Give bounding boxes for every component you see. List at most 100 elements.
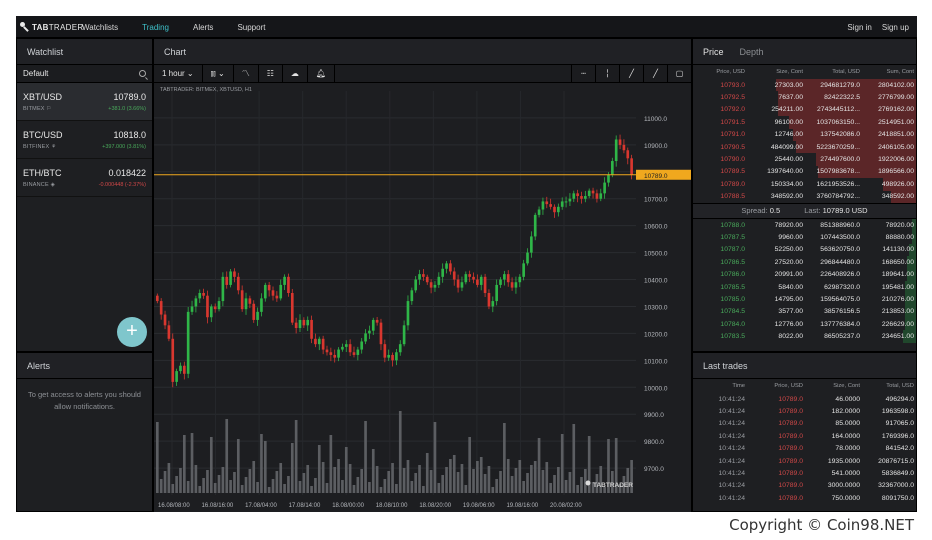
bid-row[interactable]: 10785.0 14795.00 159564075.0 210276.00 (693, 293, 916, 306)
volume-bar (429, 470, 433, 493)
cell-size: 182.0000 (831, 408, 860, 416)
add-alert-button[interactable]: 🔔︎ (308, 64, 336, 83)
bid-row[interactable]: 10786.0 20991.00 226408926.0 189641.00 (693, 268, 916, 281)
volume-bar (333, 467, 337, 493)
ask-row[interactable]: 10790.5 484099.00 5223670259... 2406105.00 (693, 140, 916, 154)
volume-bar (348, 464, 352, 493)
bid-row[interactable]: 10784.5 3577.00 38576156.5 213853.00 (693, 305, 916, 319)
cell-price: 10787.5 (720, 233, 745, 241)
add-ticker-button[interactable]: + (117, 317, 147, 347)
candle-body (167, 325, 171, 339)
bid-row[interactable]: 10786.5 27520.00 296844480.0 168650.00 (693, 256, 916, 269)
bid-row[interactable]: 10784.0 12776.00 137776384.0 226629.00 (693, 318, 916, 331)
candle-body (248, 298, 252, 304)
watchlist-item-xbtusd[interactable]: XBT/USD BITMEX ⚐ 10789.0 +381.0 (3.66%) (17, 83, 152, 121)
tab-price[interactable]: Price (703, 46, 724, 57)
indicators-button[interactable]: 〽 (234, 64, 259, 83)
search-icon[interactable] (139, 70, 146, 77)
bid-row[interactable]: 10788.0 78920.00 851388960.0 78920.00 (693, 218, 916, 232)
volume-bar (591, 482, 595, 493)
candle-body (233, 271, 236, 277)
nav-alerts[interactable]: Alerts (192, 22, 214, 32)
sign-up-link[interactable]: Sign up (881, 22, 909, 32)
volume-bar (225, 419, 229, 493)
chart-type-button[interactable]: ⫾⫾ ⌄ (203, 64, 234, 83)
bid-row[interactable]: 10783.5 8022.00 86505237.0 234651.00 (693, 330, 916, 343)
chart-canvas[interactable]: 11000.010900.010800.010700.010600.010500… (154, 83, 691, 512)
candle-body (599, 193, 603, 199)
cell-time: 10:41:24 (718, 482, 745, 490)
vertical-line-tool[interactable]: ╎ (595, 65, 619, 83)
time-tick-label: 18.08/10:00 (376, 503, 408, 509)
alerts-message: To get access to alerts you should allow… (28, 390, 141, 411)
sign-in-link[interactable]: Sign in (847, 22, 872, 32)
ask-row[interactable]: 10792.5 7637.00 82422322.5 2776799.00 (693, 91, 916, 104)
watchlist-item-ethbtc[interactable]: ETH/BTC BINANCE ◈ 0.018422 -0.000448 (-2… (17, 159, 152, 197)
volume-bar (491, 487, 495, 493)
bid-row[interactable]: 10785.5 5840.00 62987320.0 195481.00 (693, 280, 916, 294)
volume-bar (618, 484, 622, 493)
candle-body (310, 319, 313, 339)
volume-bar (244, 477, 248, 493)
volume-bar (437, 483, 441, 493)
ray-icon: ╱ (653, 69, 658, 78)
volume-bar (329, 435, 333, 493)
main-nav: Watchlists Trading Alerts Support (82, 16, 289, 38)
cell-size: 20991.00 (774, 271, 803, 279)
volume-bar (414, 473, 418, 493)
settings-button[interactable]: ☷ (259, 64, 283, 83)
time-tick-label: 19.08/06:00 (463, 503, 495, 509)
candle-body (587, 190, 591, 197)
volume-bar (460, 464, 464, 493)
candle-body (611, 161, 614, 175)
volume-bar (587, 436, 591, 493)
trade-row: 10:41:24 10789.0 85.0000 917065.0 (693, 418, 916, 430)
price-chart[interactable]: 11000.010900.010800.010700.010600.010500… (154, 83, 691, 512)
volume-bar (499, 471, 502, 493)
tab-depth[interactable]: Depth (739, 46, 764, 57)
cloud-button[interactable]: ☁ (283, 64, 308, 83)
price-tick-label: 10900.0 (644, 143, 668, 150)
col-time: Time (732, 383, 745, 389)
logo[interactable]: TAB TRADER (20, 20, 83, 34)
app-window: TAB TRADER Watchlists Trading Alerts Supp… (16, 16, 917, 512)
bid-row[interactable]: 10787.5 9960.00 107443500.0 88880.00 (693, 231, 916, 244)
watchlist-selector[interactable]: Default (17, 65, 152, 83)
bid-row[interactable]: 10787.0 52250.00 563620750.0 141130.00 (693, 243, 916, 257)
ask-row[interactable]: 10791.0 12746.00 137542086.0 2418851.00 (693, 128, 916, 141)
volume-bar (476, 461, 479, 493)
ask-row[interactable]: 10789.5 1397640.00 1507983678... 1896566.00 (693, 165, 916, 179)
candle-body (576, 193, 579, 197)
horizontal-line-tool[interactable]: ┄ (571, 65, 595, 83)
ask-row[interactable]: 10793.0 27303.00 294681279.0 2804102.00 (693, 79, 916, 92)
cell-total: 5836849.0 (881, 470, 914, 478)
candle-body (406, 301, 410, 326)
trend-line-tool[interactable]: ╱ (619, 65, 643, 83)
ask-row[interactable]: 10790.0 25440.00 274497600.0 1922006.00 (693, 153, 916, 166)
volume-bar (383, 479, 387, 493)
ask-row[interactable]: 10788.5 348592.00 3760784792... 348592.00 (693, 190, 916, 203)
ask-row[interactable]: 10791.5 96100.00 1037063150... 2514951.00 (693, 116, 916, 129)
nav-watchlists[interactable]: Watchlists (82, 22, 119, 32)
volume-bar (371, 449, 375, 493)
timeframe-dropdown[interactable]: 1 hour ⌄ (154, 64, 203, 83)
volume-bar (518, 460, 522, 493)
ray-tool[interactable]: ╱ (643, 65, 667, 83)
cell-size: 541.0000 (831, 470, 860, 478)
candle-body (468, 274, 471, 277)
depth-bar (902, 330, 916, 343)
watchlist-item-btcusd[interactable]: BTC/USD BITFINEX ⚘ 10818.0 +397.000 (3.8… (17, 121, 152, 159)
candle-body (618, 139, 622, 145)
rectangle-tool[interactable]: ▢ (667, 65, 691, 83)
ask-row[interactable]: 10789.0 150334.00 1621953526... 498926.00 (693, 178, 916, 191)
candle-body (391, 354, 394, 361)
candle-body (371, 319, 375, 331)
cell-sum: 2514951.00 (878, 118, 914, 126)
trade-row: 10:41:24 10789.0 541.0000 5836849.0 (693, 467, 916, 479)
candle-body (402, 325, 406, 345)
nav-support[interactable]: Support (237, 22, 266, 32)
cell-price: 10789.0 (720, 180, 745, 188)
cell-total: 62987320.0 (824, 283, 860, 291)
nav-trading[interactable]: Trading (142, 22, 169, 32)
ask-row[interactable]: 10792.0 254211.00 2743445112... 2769162.00 (693, 103, 916, 117)
